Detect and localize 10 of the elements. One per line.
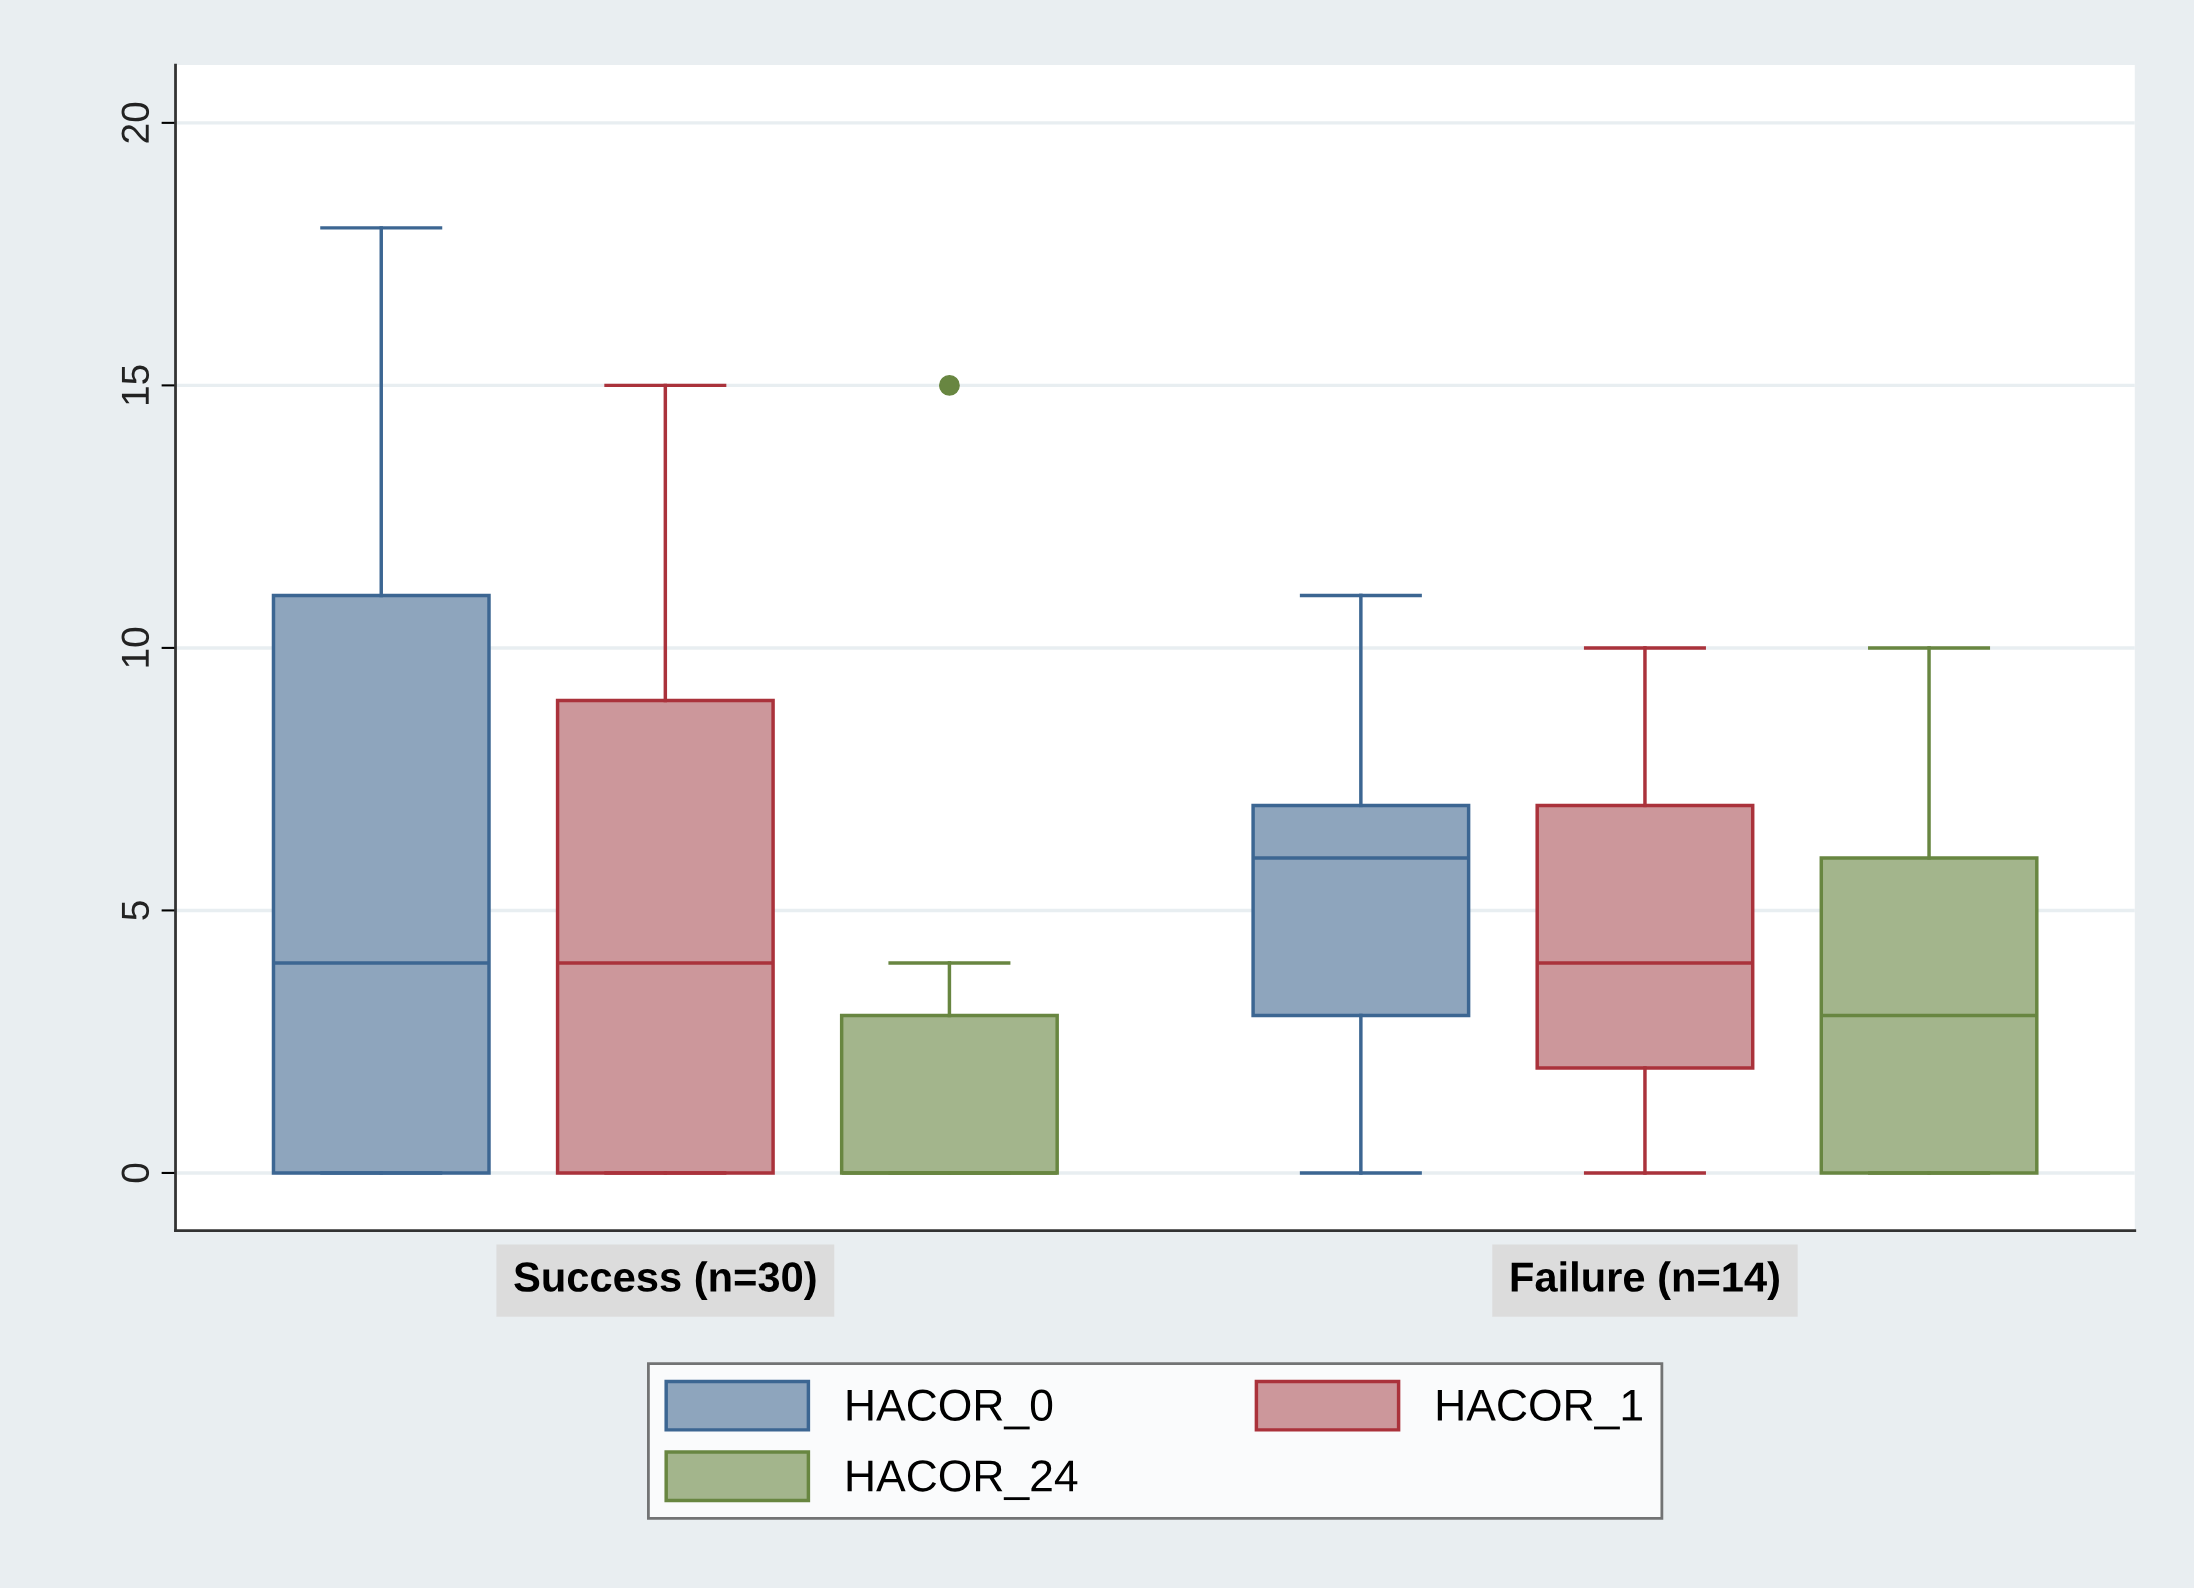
y-tick-label: 0	[121, 1163, 150, 1183]
y-tick-label: 10	[121, 627, 150, 667]
x-tick-label: Success (n=30)	[514, 1261, 816, 1301]
legend-label: HACOR_1	[1437, 1389, 1642, 1430]
legend-label: HACOR_24	[847, 1460, 1078, 1501]
legend-label: HACOR_0	[847, 1389, 1053, 1430]
y-tick-label: 20	[121, 102, 150, 143]
y-tick-label: 15	[121, 365, 150, 405]
x-tick-label: Failure (n=14)	[1511, 1261, 1779, 1301]
y-tick-label: 5	[121, 901, 150, 920]
